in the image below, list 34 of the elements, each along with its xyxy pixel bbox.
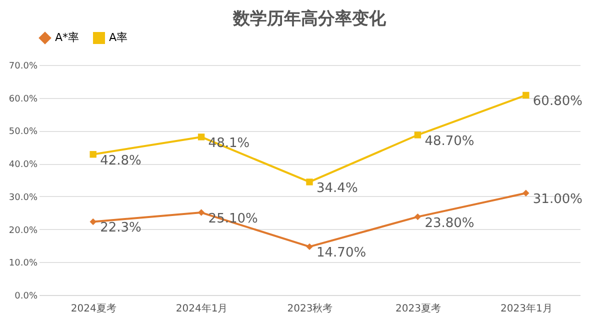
data-label: 22.3% [100, 220, 142, 236]
data-label: 34.4% [316, 180, 358, 196]
data-label: 14.70% [316, 246, 366, 261]
point [414, 132, 422, 138]
legend-label: A*率 [55, 31, 80, 44]
x-tick-label: 2023年1月 [500, 302, 552, 314]
x-tick-label: 2024年1月 [176, 302, 228, 314]
point [90, 218, 96, 226]
data-label: 31.00% [532, 192, 582, 208]
point [306, 243, 313, 250]
x-tick-label: 2024夏考 [70, 302, 116, 314]
data-label: 23.80% [424, 216, 474, 231]
point [522, 92, 530, 99]
point [90, 151, 96, 158]
chart-title: 数学历年高分率变化 [232, 9, 387, 29]
y-tick-label: 30.0% [8, 192, 38, 203]
data-label: 48.70% [424, 134, 474, 149]
y-tick-label: 0.0% [14, 292, 38, 302]
point [198, 134, 205, 140]
y-tick-label: 60.0% [8, 94, 38, 104]
point [306, 178, 313, 186]
point [198, 209, 205, 216]
legend-label: A率 [109, 31, 128, 44]
y-tick-label: 70.0% [8, 62, 38, 72]
y-tick-label: 50.0% [8, 127, 38, 138]
data-label: 60.80% [532, 94, 582, 110]
y-tick-label: 40.0% [8, 160, 38, 170]
x-tick-label: 2023秋考 [287, 302, 333, 314]
point [522, 190, 530, 196]
y-tick-label: 20.0% [8, 226, 38, 236]
x-tick-label: 2023夏考 [395, 302, 441, 314]
point [414, 213, 422, 220]
y-tick-label: 10.0% [8, 258, 38, 269]
data-label: 42.8% [100, 153, 142, 168]
